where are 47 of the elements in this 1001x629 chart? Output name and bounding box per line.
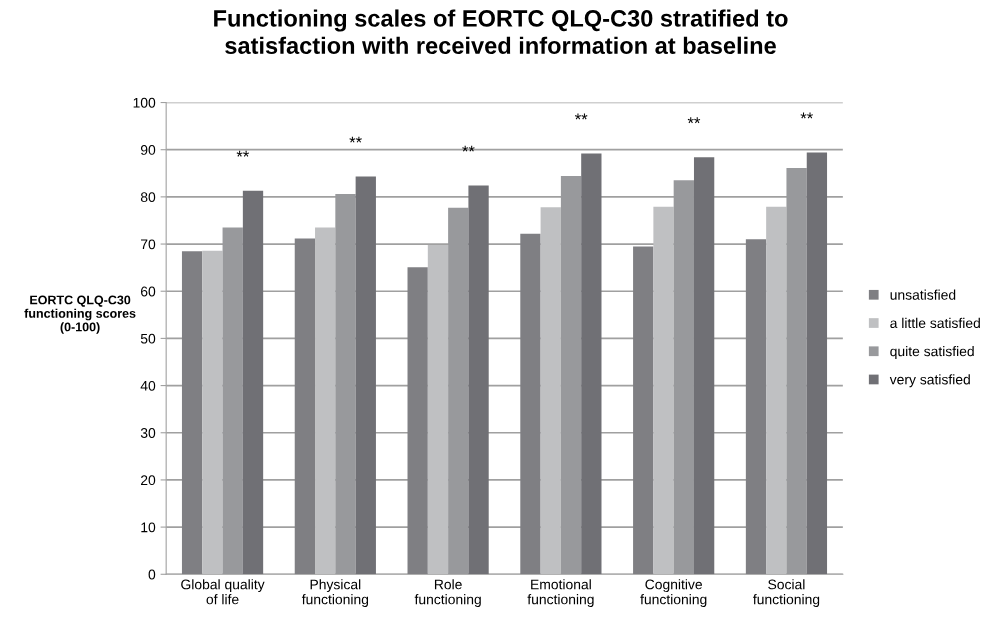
annotation: ** xyxy=(236,150,250,157)
legend-label: quite satisfied xyxy=(890,346,974,359)
bar xyxy=(427,245,449,575)
y-tick-label: 30 xyxy=(140,428,156,438)
x-tick-label: Emotional functioning xyxy=(527,579,594,608)
y-tick-label: 60 xyxy=(141,286,156,297)
bar xyxy=(181,251,203,575)
annotation: ** xyxy=(687,117,701,124)
y-tick-label: 100 xyxy=(133,97,156,108)
y-tick-label: 80 xyxy=(140,192,156,203)
bar xyxy=(468,185,489,575)
chart-title: Functioning scales of EORTC QLQ-C30 stratified to satisfaction with received information at baseline xyxy=(214,9,788,55)
legend-label: a little satisfied xyxy=(890,317,980,329)
bar xyxy=(693,157,715,575)
y-tick-label: 20 xyxy=(141,475,156,486)
x-tick-label: Physical functioning xyxy=(301,579,369,608)
legend-label: unsatisfied xyxy=(890,289,956,300)
y-tick-label: 10 xyxy=(141,522,156,533)
bar xyxy=(520,233,541,575)
y-tick-label: 50 xyxy=(140,333,156,344)
x-tick-label: Social functioning xyxy=(753,579,820,608)
y-tick-label: 70 xyxy=(141,239,156,250)
bar xyxy=(653,206,674,575)
y-tick-label: 40 xyxy=(140,380,156,391)
bar xyxy=(355,176,376,575)
y-tick-label: 0 xyxy=(148,569,156,580)
x-tick-label: Role functioning xyxy=(414,579,481,608)
bar xyxy=(294,238,316,575)
annotation: ** xyxy=(574,113,588,120)
bar xyxy=(242,190,264,575)
x-tick-label: Global quality of life xyxy=(181,579,265,605)
bar xyxy=(540,207,561,575)
legend-label: very satisfied xyxy=(889,374,970,388)
bar xyxy=(745,239,767,575)
x-tick-label: Cognitive functioning xyxy=(640,579,707,608)
bar xyxy=(581,153,602,575)
bar xyxy=(315,227,336,575)
bar xyxy=(407,267,428,575)
bar xyxy=(766,206,787,575)
annotation: ** xyxy=(800,112,813,119)
bar xyxy=(633,246,654,575)
bar xyxy=(202,250,223,575)
y-axis-title: EORTC QLQ-C30 functioning scores (0-100) xyxy=(24,295,136,334)
annotation: ** xyxy=(462,145,475,152)
bar xyxy=(806,152,828,575)
annotation: ** xyxy=(349,136,362,143)
y-tick-label: 90 xyxy=(140,145,156,155)
